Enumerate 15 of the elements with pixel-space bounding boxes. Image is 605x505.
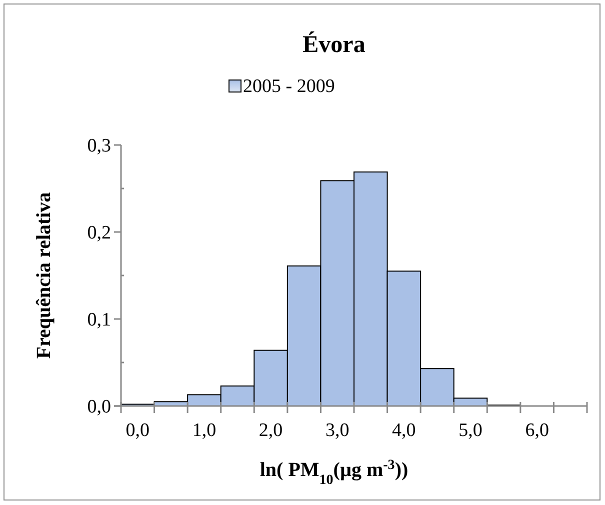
x-tick-label: 5,0 [458, 420, 482, 441]
x-tick-label: 0,0 [126, 420, 150, 441]
x-tick-label: 6,0 [525, 420, 549, 441]
x-tick-label: 1,0 [192, 420, 216, 441]
y-tick-label: 0,2 [87, 222, 111, 244]
y-axis-title: Frequência relativa [33, 192, 55, 359]
x-tick-label: 4,0 [392, 420, 416, 441]
x-tick-label: 2,0 [258, 420, 283, 441]
y-tick-label: 0,1 [87, 310, 111, 331]
y-tick-label: 0,0 [87, 396, 111, 418]
y-tick-label: 0,3 [87, 136, 111, 157]
x-tick-label: 3,0 [325, 420, 350, 441]
legend-label: 2005 - 2009 [243, 76, 335, 97]
x-axis-title: ln( PM$_{10}$(µg m$^{-3}$)) [260, 458, 408, 488]
chart-title: Évora [302, 31, 366, 58]
